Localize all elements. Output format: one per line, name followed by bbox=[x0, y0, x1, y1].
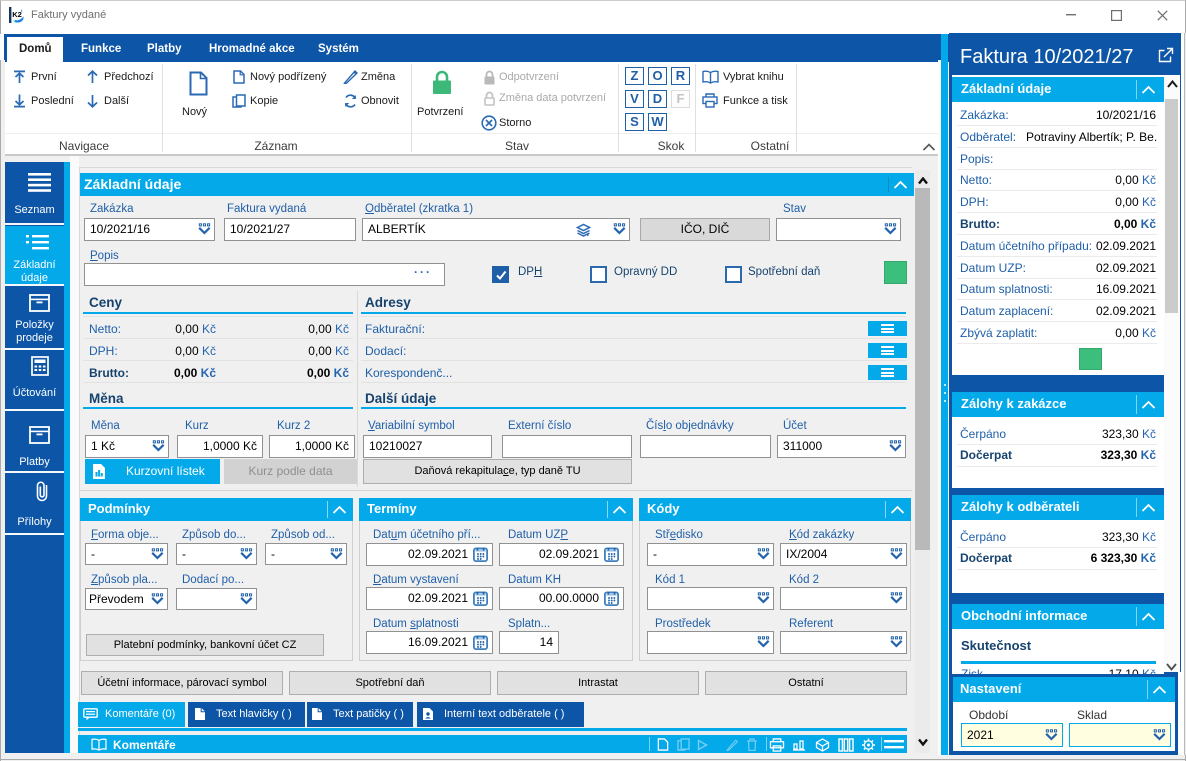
svg-text:K2: K2 bbox=[12, 10, 22, 19]
